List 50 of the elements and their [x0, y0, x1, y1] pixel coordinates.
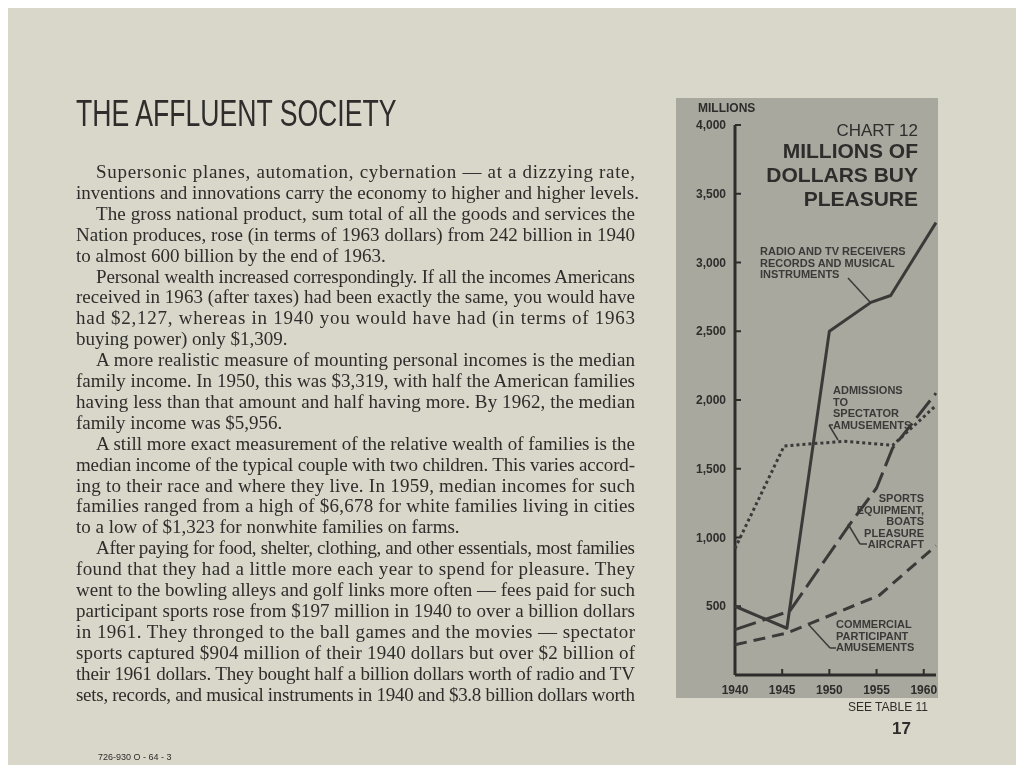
text: inventions and innovations carry the economy to higher and higher levels.	[76, 181, 639, 203]
x-tick-label: 1955	[863, 683, 891, 697]
text: A still more exact measurement of the relative wealth of families is the	[96, 432, 635, 454]
text: found that they had a little more each year to spend for pleasure. They	[76, 558, 636, 580]
series-label: ADMISSIONS TO SPECTATOR AMUSEMENTS	[833, 384, 912, 431]
text: After paying for food, shelter, clothing, and other essentials, most families	[96, 537, 635, 559]
x-tick-label: 1960	[910, 683, 938, 697]
text: went to the bowling alleys and golf links more often — fees paid for such	[76, 579, 636, 600]
text: in 1961. They thronged to the ball games and the movies — spectator	[76, 620, 636, 642]
x-tick-label: 1950	[816, 683, 844, 697]
text: buying power) only $1,309.	[76, 328, 288, 351]
x-tick-label: 1945	[768, 683, 796, 697]
y-tick-label: 2,000	[695, 393, 727, 407]
text: Nation produces, rose (in terms of 1963 dollars) from 242 billion in 1940	[76, 223, 635, 246]
y-tick-label: 4,000	[695, 118, 727, 132]
line-series	[733, 221, 938, 630]
y-tick-label: 1,000	[695, 530, 727, 545]
text: Supersonic planes, automation, cybernation — at a dizzying rate,	[96, 161, 635, 182]
text: The gross national product, sum total of all the goods and services the	[96, 202, 635, 224]
text: had $2,127, whereas in 1940 you would have had (in terms of 1963	[76, 307, 635, 330]
text: THE AFFLUENT SOCIETY	[76, 92, 397, 135]
text: Personal wealth increased correspondingly. If all the incomes Americans	[96, 265, 635, 287]
text: sets, records, and musical instruments in 1940 and $3.8 billion dollars worth	[76, 683, 636, 705]
chart-subtitle: CHART 12	[836, 121, 918, 140]
text: received in 1963 (after taxes) had been exactly the same, you would have	[76, 286, 635, 309]
text: having less than that amount and half having more. By 1962, the median	[76, 390, 636, 412]
text: families ranged from a high of $6,678 for white families living in cities	[76, 495, 635, 517]
x-tick-label: 1940	[721, 683, 749, 697]
text: family income was $5,956.	[76, 411, 283, 433]
y-tick-label: 3,500	[695, 186, 727, 201]
series-label: RADIO AND TV RECEIVERS RECORDS AND MUSICAL INSTRUMENTS	[760, 245, 906, 280]
legend-label: COMMERCIAL PARTICIPANT AMUSEMENTS	[836, 618, 915, 653]
text: MILLIONS OF DOLLARS BUY PLEASURE	[766, 139, 919, 210]
text: A more realistic measure of mounting personal incomes is the median	[96, 349, 636, 371]
text: to a low of $1,323 for nonwhite families on farms.	[76, 516, 460, 538]
text: 726-930 O - 64 - 3	[98, 752, 172, 762]
text: to almost 600 billion by the end of 1963.	[76, 244, 386, 266]
y-tick-label: 1,500	[695, 461, 727, 476]
text: 17	[892, 719, 911, 738]
text: SEE TABLE 11	[847, 700, 929, 714]
text: median income of the typical couple with two children. This varies accord-	[76, 453, 635, 475]
text: family income. In 1950, this was $3,319, with half the American families	[76, 370, 635, 391]
y-tick-label: 2,500	[695, 324, 727, 339]
text: their 1961 dollars. They bought half a billion dollars worth of radio and TV	[76, 662, 636, 684]
text: ing to their race and where they live. In 1959, median incomes for such	[76, 474, 636, 496]
text: participant sports rose from $197 million in 1940 to over a billion dollars	[76, 599, 635, 621]
text: sports captured $904 million of their 1940 dollars but over $2 billion of	[76, 641, 636, 663]
y-axis-title: MILLIONS	[698, 101, 756, 115]
y-tick-label: 500	[705, 599, 727, 614]
y-tick-label: 3,000	[695, 255, 727, 270]
